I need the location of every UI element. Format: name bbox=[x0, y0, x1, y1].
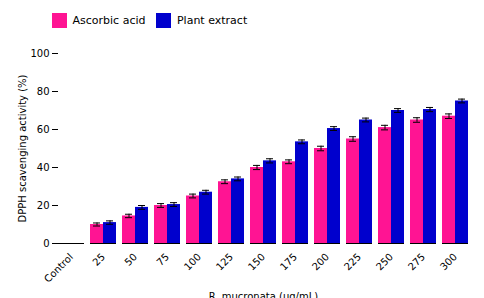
svg-text:25: 25 bbox=[90, 251, 107, 268]
svg-text:Control: Control bbox=[42, 251, 75, 284]
svg-text:275: 275 bbox=[406, 251, 427, 272]
svg-text:50: 50 bbox=[122, 251, 139, 268]
svg-text:20: 20 bbox=[37, 199, 50, 210]
html-text:Ascorbic acid: Ascorbic acid bbox=[72, 14, 146, 27]
svg-text:100: 100 bbox=[182, 251, 203, 272]
svg-text:250: 250 bbox=[374, 251, 395, 272]
svg-text:175: 175 bbox=[278, 251, 299, 272]
svg-text:0: 0 bbox=[43, 237, 49, 248]
svg-text:40: 40 bbox=[37, 161, 50, 172]
svg-text:80: 80 bbox=[37, 85, 50, 96]
svg-text:R. mucronata (μg/mL): R. mucronata (μg/mL) bbox=[209, 290, 319, 298]
svg-text:75: 75 bbox=[154, 251, 171, 268]
svg-text:200: 200 bbox=[310, 251, 331, 272]
svg-text:300: 300 bbox=[438, 251, 459, 272]
svg-text:125: 125 bbox=[214, 251, 235, 272]
svg-text:150: 150 bbox=[246, 251, 267, 272]
svg-text:DPPH scavenging activity (%): DPPH scavenging activity (%) bbox=[17, 74, 28, 222]
svg-text:225: 225 bbox=[342, 251, 363, 272]
svg-text:60: 60 bbox=[37, 123, 50, 134]
html-text:Plant extract: Plant extract bbox=[177, 14, 248, 27]
svg-text:100: 100 bbox=[30, 47, 49, 58]
